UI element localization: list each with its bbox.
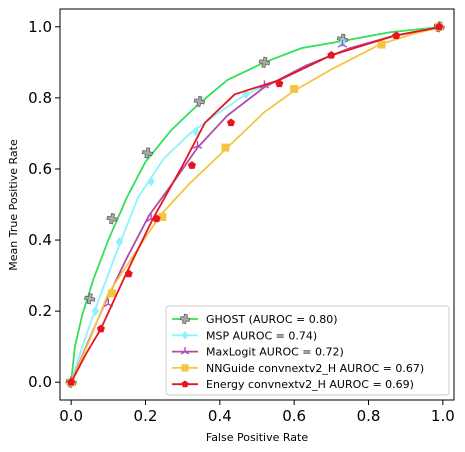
data-point bbox=[106, 213, 118, 225]
data-point bbox=[181, 380, 189, 388]
data-point bbox=[221, 143, 230, 152]
legend-label: NNGuide convnextv2_H AUROC = 0.67) bbox=[206, 362, 424, 375]
legend-item: NNGuide convnextv2_H AUROC = 0.67) bbox=[172, 362, 424, 375]
series-line bbox=[70, 25, 444, 383]
x-tick-label: 0.6 bbox=[282, 407, 306, 425]
series-5 bbox=[67, 22, 444, 386]
data-point bbox=[108, 289, 117, 298]
data-point bbox=[67, 377, 76, 386]
data-point bbox=[193, 95, 206, 108]
y-tick-label: 0.6 bbox=[28, 160, 52, 178]
data-point bbox=[337, 39, 348, 48]
legend-items: GHOST (AUROC = 0.80) MSP AUROC = 0.74) Max… bbox=[172, 313, 424, 391]
x-tick-label: 1.0 bbox=[431, 407, 455, 425]
legend-item: Energy convnextv2_H AUROC = 0.69) bbox=[172, 378, 414, 391]
data-point bbox=[84, 293, 96, 305]
data-point bbox=[187, 161, 196, 169]
y-tick-label: 0.4 bbox=[28, 231, 52, 249]
x-tick-label: 0.0 bbox=[59, 407, 83, 425]
data-point bbox=[327, 50, 336, 59]
data-point bbox=[124, 269, 133, 278]
legend-item: MaxLogit AUROC = 0.72) bbox=[172, 346, 344, 359]
data-point bbox=[96, 324, 105, 333]
legend-label: GHOST (AUROC = 0.80) bbox=[206, 313, 338, 326]
data-point bbox=[180, 347, 190, 355]
ticks-layer: 0.0 0.2 0.4 0.6 0.8 1.0 0.0 0.2 0.4 0.6 0.8 1.0 bbox=[28, 18, 455, 425]
y-axis-label: Mean True Positive Rate bbox=[7, 139, 20, 271]
legend-label: MaxLogit AUROC = 0.72) bbox=[206, 346, 344, 359]
data-point bbox=[290, 84, 299, 93]
data-point bbox=[181, 364, 189, 372]
data-point bbox=[392, 31, 401, 40]
series-layer bbox=[65, 21, 445, 388]
data-point bbox=[91, 306, 100, 317]
data-point bbox=[147, 176, 155, 187]
plot-frame bbox=[59, 8, 455, 401]
legend-box bbox=[165, 305, 450, 396]
data-point bbox=[377, 40, 386, 49]
data-point bbox=[192, 140, 203, 149]
data-point bbox=[191, 126, 200, 137]
data-point bbox=[435, 22, 444, 31]
legend-label: Energy convnextv2_H AUROC = 0.69) bbox=[206, 378, 414, 391]
x-axis-label: False Positive Rate bbox=[206, 431, 308, 444]
y-tick-label: 1.0 bbox=[28, 18, 52, 36]
data-point bbox=[226, 118, 236, 127]
series-line bbox=[70, 25, 443, 383]
data-point bbox=[258, 56, 271, 68]
data-point bbox=[179, 313, 191, 325]
x-tick-label: 0.2 bbox=[134, 407, 158, 425]
legend-item: MSP AUROC = 0.74) bbox=[172, 329, 317, 342]
data-point bbox=[141, 147, 153, 159]
y-tick-label: 0.2 bbox=[28, 302, 52, 320]
data-point bbox=[115, 236, 124, 247]
y-tick-label: 0.8 bbox=[28, 89, 52, 107]
legend-label: MSP AUROC = 0.74) bbox=[206, 329, 317, 342]
x-tick-label: 0.4 bbox=[208, 407, 232, 425]
y-tick-label: 0.0 bbox=[28, 373, 52, 391]
data-point bbox=[181, 330, 189, 340]
legend-item: GHOST (AUROC = 0.80) bbox=[172, 313, 338, 326]
data-point bbox=[275, 79, 284, 88]
x-tick-label: 0.8 bbox=[357, 407, 381, 425]
data-point bbox=[152, 214, 161, 223]
legend: GHOST (AUROC = 0.80) MSP AUROC = 0.74) Max… bbox=[165, 305, 450, 396]
data-point bbox=[158, 212, 167, 221]
